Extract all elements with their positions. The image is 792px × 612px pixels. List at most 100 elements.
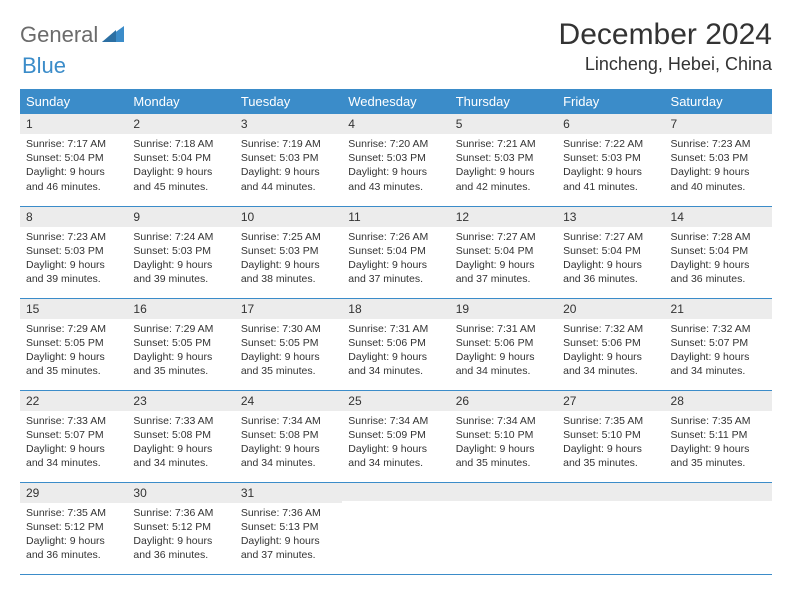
sunrise-line: Sunrise: 7:29 AM xyxy=(133,322,228,336)
day-details: Sunrise: 7:26 AMSunset: 5:04 PMDaylight:… xyxy=(342,227,449,292)
calendar-day-cell: 21Sunrise: 7:32 AMSunset: 5:07 PMDayligh… xyxy=(665,298,772,390)
brand-triangle-icon xyxy=(102,24,124,47)
sunrise-line: Sunrise: 7:35 AM xyxy=(671,414,766,428)
day-number: 5 xyxy=(450,114,557,134)
day-number: 15 xyxy=(20,299,127,319)
month-title: December 2024 xyxy=(559,18,772,52)
calendar-day-cell: 15Sunrise: 7:29 AMSunset: 5:05 PMDayligh… xyxy=(20,298,127,390)
sunrise-line: Sunrise: 7:23 AM xyxy=(671,137,766,151)
calendar-day-cell: 11Sunrise: 7:26 AMSunset: 5:04 PMDayligh… xyxy=(342,206,449,298)
day-details: Sunrise: 7:29 AMSunset: 5:05 PMDaylight:… xyxy=(20,319,127,384)
sunrise-line: Sunrise: 7:36 AM xyxy=(241,506,336,520)
daylight-line: Daylight: 9 hours and 35 minutes. xyxy=(456,442,551,470)
sunrise-line: Sunrise: 7:30 AM xyxy=(241,322,336,336)
day-number: 10 xyxy=(235,207,342,227)
day-details: Sunrise: 7:32 AMSunset: 5:07 PMDaylight:… xyxy=(665,319,772,384)
daylight-line: Daylight: 9 hours and 34 minutes. xyxy=(671,350,766,378)
day-details: Sunrise: 7:35 AMSunset: 5:12 PMDaylight:… xyxy=(20,503,127,568)
sunrise-line: Sunrise: 7:23 AM xyxy=(26,230,121,244)
weekday-header: Thursday xyxy=(450,89,557,114)
day-details: Sunrise: 7:22 AMSunset: 5:03 PMDaylight:… xyxy=(557,134,664,199)
calendar-day-cell: 23Sunrise: 7:33 AMSunset: 5:08 PMDayligh… xyxy=(127,390,234,482)
daylight-line: Daylight: 9 hours and 35 minutes. xyxy=(241,350,336,378)
day-details: Sunrise: 7:23 AMSunset: 5:03 PMDaylight:… xyxy=(20,227,127,292)
sunset-line: Sunset: 5:03 PM xyxy=(563,151,658,165)
day-details: Sunrise: 7:24 AMSunset: 5:03 PMDaylight:… xyxy=(127,227,234,292)
day-details: Sunrise: 7:25 AMSunset: 5:03 PMDaylight:… xyxy=(235,227,342,292)
day-number: 20 xyxy=(557,299,664,319)
daylight-line: Daylight: 9 hours and 34 minutes. xyxy=(348,350,443,378)
sunrise-line: Sunrise: 7:27 AM xyxy=(456,230,551,244)
day-number: 3 xyxy=(235,114,342,134)
day-number: 1 xyxy=(20,114,127,134)
sunrise-line: Sunrise: 7:20 AM xyxy=(348,137,443,151)
daylight-line: Daylight: 9 hours and 36 minutes. xyxy=(26,534,121,562)
sunset-line: Sunset: 5:05 PM xyxy=(26,336,121,350)
daylight-line: Daylight: 9 hours and 35 minutes. xyxy=(26,350,121,378)
sunset-line: Sunset: 5:10 PM xyxy=(456,428,551,442)
sunset-line: Sunset: 5:04 PM xyxy=(563,244,658,258)
brand-text-blue: Blue xyxy=(22,53,66,78)
daylight-line: Daylight: 9 hours and 36 minutes. xyxy=(133,534,228,562)
sunset-line: Sunset: 5:04 PM xyxy=(133,151,228,165)
sunrise-line: Sunrise: 7:35 AM xyxy=(26,506,121,520)
day-details: Sunrise: 7:27 AMSunset: 5:04 PMDaylight:… xyxy=(557,227,664,292)
day-number: 19 xyxy=(450,299,557,319)
weekday-header: Sunday xyxy=(20,89,127,114)
day-number: 14 xyxy=(665,207,772,227)
sunset-line: Sunset: 5:07 PM xyxy=(671,336,766,350)
daylight-line: Daylight: 9 hours and 34 minutes. xyxy=(348,442,443,470)
day-details: Sunrise: 7:32 AMSunset: 5:06 PMDaylight:… xyxy=(557,319,664,384)
sunset-line: Sunset: 5:04 PM xyxy=(348,244,443,258)
calendar-day-cell: 5Sunrise: 7:21 AMSunset: 5:03 PMDaylight… xyxy=(450,114,557,206)
sunset-line: Sunset: 5:08 PM xyxy=(241,428,336,442)
sunset-line: Sunset: 5:07 PM xyxy=(26,428,121,442)
calendar-day-cell: 17Sunrise: 7:30 AMSunset: 5:05 PMDayligh… xyxy=(235,298,342,390)
day-details: Sunrise: 7:20 AMSunset: 5:03 PMDaylight:… xyxy=(342,134,449,199)
sunset-line: Sunset: 5:03 PM xyxy=(671,151,766,165)
sunrise-line: Sunrise: 7:33 AM xyxy=(133,414,228,428)
calendar-empty-cell xyxy=(665,482,772,574)
day-details: Sunrise: 7:23 AMSunset: 5:03 PMDaylight:… xyxy=(665,134,772,199)
day-number: 25 xyxy=(342,391,449,411)
day-number: 12 xyxy=(450,207,557,227)
calendar-day-cell: 10Sunrise: 7:25 AMSunset: 5:03 PMDayligh… xyxy=(235,206,342,298)
calendar-day-cell: 30Sunrise: 7:36 AMSunset: 5:12 PMDayligh… xyxy=(127,482,234,574)
calendar-week-row: 15Sunrise: 7:29 AMSunset: 5:05 PMDayligh… xyxy=(20,298,772,390)
sunset-line: Sunset: 5:05 PM xyxy=(133,336,228,350)
sunrise-line: Sunrise: 7:18 AM xyxy=(133,137,228,151)
empty-day-strip xyxy=(342,483,449,501)
day-details: Sunrise: 7:36 AMSunset: 5:12 PMDaylight:… xyxy=(127,503,234,568)
daylight-line: Daylight: 9 hours and 43 minutes. xyxy=(348,165,443,193)
day-details: Sunrise: 7:34 AMSunset: 5:08 PMDaylight:… xyxy=(235,411,342,476)
day-number: 17 xyxy=(235,299,342,319)
calendar-table: SundayMondayTuesdayWednesdayThursdayFrid… xyxy=(20,89,772,575)
day-details: Sunrise: 7:18 AMSunset: 5:04 PMDaylight:… xyxy=(127,134,234,199)
daylight-line: Daylight: 9 hours and 39 minutes. xyxy=(133,258,228,286)
daylight-line: Daylight: 9 hours and 34 minutes. xyxy=(563,350,658,378)
sunset-line: Sunset: 5:09 PM xyxy=(348,428,443,442)
calendar-day-cell: 26Sunrise: 7:34 AMSunset: 5:10 PMDayligh… xyxy=(450,390,557,482)
day-details: Sunrise: 7:33 AMSunset: 5:07 PMDaylight:… xyxy=(20,411,127,476)
sunset-line: Sunset: 5:03 PM xyxy=(348,151,443,165)
daylight-line: Daylight: 9 hours and 38 minutes. xyxy=(241,258,336,286)
location-text: Lincheng, Hebei, China xyxy=(559,54,772,75)
daylight-line: Daylight: 9 hours and 34 minutes. xyxy=(133,442,228,470)
calendar-day-cell: 6Sunrise: 7:22 AMSunset: 5:03 PMDaylight… xyxy=(557,114,664,206)
day-details: Sunrise: 7:34 AMSunset: 5:09 PMDaylight:… xyxy=(342,411,449,476)
sunrise-line: Sunrise: 7:27 AM xyxy=(563,230,658,244)
daylight-line: Daylight: 9 hours and 42 minutes. xyxy=(456,165,551,193)
calendar-week-row: 22Sunrise: 7:33 AMSunset: 5:07 PMDayligh… xyxy=(20,390,772,482)
sunrise-line: Sunrise: 7:33 AM xyxy=(26,414,121,428)
sunset-line: Sunset: 5:03 PM xyxy=(241,151,336,165)
sunrise-line: Sunrise: 7:32 AM xyxy=(563,322,658,336)
calendar-day-cell: 31Sunrise: 7:36 AMSunset: 5:13 PMDayligh… xyxy=(235,482,342,574)
sunrise-line: Sunrise: 7:26 AM xyxy=(348,230,443,244)
day-details: Sunrise: 7:31 AMSunset: 5:06 PMDaylight:… xyxy=(450,319,557,384)
calendar-empty-cell xyxy=(342,482,449,574)
title-block: December 2024 Lincheng, Hebei, China xyxy=(559,18,772,75)
sunset-line: Sunset: 5:12 PM xyxy=(133,520,228,534)
sunrise-line: Sunrise: 7:31 AM xyxy=(348,322,443,336)
sunset-line: Sunset: 5:06 PM xyxy=(348,336,443,350)
calendar-header: SundayMondayTuesdayWednesdayThursdayFrid… xyxy=(20,89,772,114)
